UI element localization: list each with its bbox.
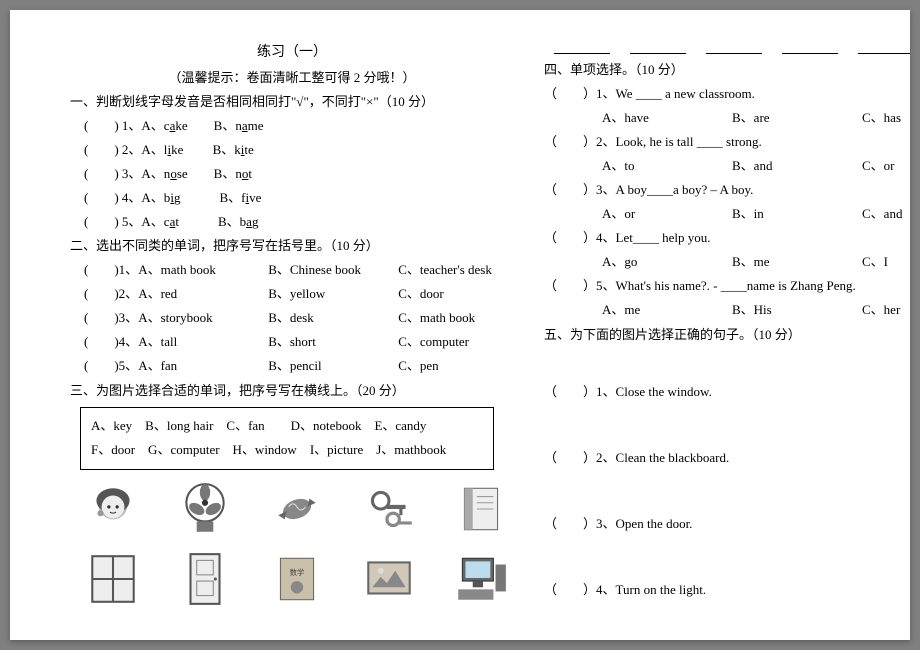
s3-images-2: 数学 (80, 550, 514, 608)
s1-item: ( ) 1、A、cake B、name (84, 114, 514, 138)
s4-opts: A、meB、HisC、her (544, 298, 910, 322)
s3-head: 三、为图片选择合适的单词，把序号写在横线上。（20 分） (70, 379, 514, 403)
s3-images-1 (80, 480, 514, 538)
s5-item: （ ）1、Close the window. (544, 371, 910, 413)
s4-head: 四、单项选择。（10 分） (544, 58, 910, 82)
s1-item: ( ) 2、A、like B、kite (84, 138, 514, 162)
fan-icon (172, 480, 238, 538)
s4-opts: A、haveB、areC、has (544, 106, 910, 130)
answer-lines (544, 40, 910, 54)
s4-items: （ ）1、We ____ a new classroom. A、haveB、ar… (544, 82, 910, 322)
mathbook-icon: 数学 (264, 550, 330, 608)
columns: 练习（一） （温馨提示：卷面清晰工整可得 2 分哦！） 一、判断划线字母发音是否… (10, 10, 910, 640)
worksheet-page: 练习（一） （温馨提示：卷面清晰工整可得 2 分哦！） 一、判断划线字母发音是否… (10, 10, 910, 640)
s5-item: （ ）4、Turn on the light. (544, 569, 910, 611)
hint: （温馨提示：卷面清晰工整可得 2 分哦！） (70, 66, 514, 90)
s1-item: ( ) 4、A、big B、five (84, 186, 514, 210)
keys-icon (356, 480, 422, 538)
window-icon (80, 550, 146, 608)
title: 练习（一） (70, 40, 514, 66)
svg-text:数学: 数学 (290, 568, 305, 577)
s2-item: ( )1、A、math bookB、Chinese bookC、teacher'… (84, 258, 514, 282)
s2-items: ( )1、A、math bookB、Chinese bookC、teacher'… (70, 258, 514, 378)
s5-tag: A、 (544, 347, 910, 371)
s2-item: ( )3、A、storybookB、deskC、math book (84, 306, 514, 330)
s1-head: 一、判断划线字母发音是否相同相同打"√"，不同打"×"（10 分） (70, 90, 514, 114)
s4-item: （ ）2、Look, he is tall ____ strong. (544, 130, 910, 154)
door-icon (172, 550, 238, 608)
picture-icon (356, 550, 422, 608)
s5-tag: B、 (544, 413, 910, 437)
s5-items: A、 （ ）1、Close the window. B、 （ ）2、Clean … (544, 347, 910, 640)
left-column: 练习（一） （温馨提示：卷面清晰工整可得 2 分哦！） 一、判断划线字母发音是否… (70, 40, 514, 640)
notebook-icon (448, 480, 514, 538)
s4-opts: A、goB、meC、I (544, 250, 910, 274)
right-column: 四、单项选择。（10 分） （ ）1、We ____ a new classro… (544, 40, 910, 640)
s5-head: 五、为下面的图片选择正确的句子。（10 分） (544, 323, 910, 347)
s2-item: ( )2、A、redB、yellowC、door (84, 282, 514, 306)
candy-icon (264, 480, 330, 538)
s1-items: ( ) 1、A、cake B、name ( ) 2、A、like B、kite … (70, 114, 514, 234)
s1-item: ( ) 3、A、nose B、not (84, 162, 514, 186)
s3-box: A、key B、long hair C、fan D、notebook E、can… (80, 407, 494, 470)
s4-opts: A、orB、inC、and (544, 202, 910, 226)
s5-tag: E、 (544, 611, 910, 635)
computer-icon (448, 550, 514, 608)
girl-icon (80, 480, 146, 538)
s5-tag: C、 (544, 479, 910, 503)
s5-item: （ ）2、Clean the blackboard. (544, 437, 910, 479)
s4-item: （ ）5、What's his name?. - ____name is Zha… (544, 274, 910, 298)
s4-opts: A、toB、andC、or (544, 154, 910, 178)
s5-item: （ ）5、Clean the windows. (544, 635, 910, 640)
s5-tag: D、 (544, 545, 910, 569)
s5-item: （ ）3、Open the door. (544, 503, 910, 545)
s4-item: （ ）3、A boy____a boy? – A boy. (544, 178, 910, 202)
s4-item: （ ）1、We ____ a new classroom. (544, 82, 910, 106)
s2-item: ( )5、A、fanB、pencilC、pen (84, 354, 514, 378)
s2-item: ( )4、A、tallB、shortC、computer (84, 330, 514, 354)
s1-item: ( ) 5、A、cat B、bag (84, 210, 514, 234)
s4-item: （ ）4、Let____ help you. (544, 226, 910, 250)
s2-head: 二、选出不同类的单词，把序号写在括号里。（10 分） (70, 234, 514, 258)
